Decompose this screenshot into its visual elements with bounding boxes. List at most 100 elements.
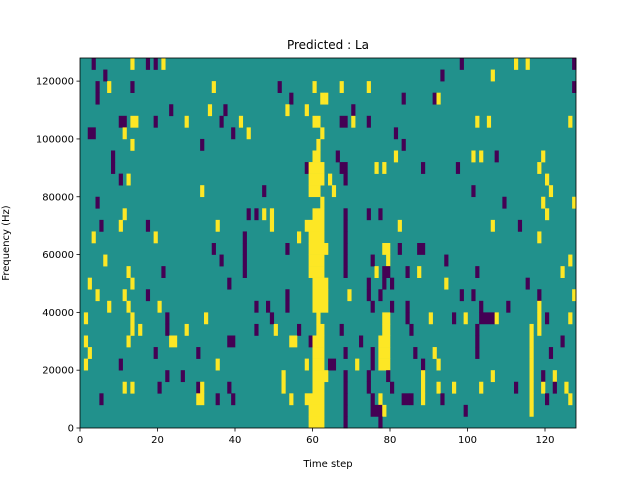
heatmap-cell-high [537, 231, 542, 244]
heatmap-cell-high [541, 196, 546, 209]
heatmap-cell-low [145, 58, 151, 70]
heatmap-cell-low [459, 58, 464, 70]
heatmap-cell-high [331, 185, 337, 198]
y-tick-label: 60000 [42, 250, 74, 261]
heatmap-cell-low [165, 323, 170, 336]
heatmap-cell-high [572, 289, 577, 302]
heatmap-cell-high [312, 150, 321, 163]
heatmap-cell-high [312, 289, 329, 302]
heatmap-cell-low [370, 393, 375, 406]
heatmap-cell-high [308, 254, 325, 267]
heatmap-cell-low [502, 196, 507, 209]
heatmap-cell-low [471, 289, 476, 302]
x-tick-label: 100 [458, 435, 477, 446]
heatmap-cell-high [304, 393, 325, 406]
x-tick-label: 20 [151, 435, 164, 446]
heatmap-cell-high [529, 335, 534, 348]
heatmap-cell-low [479, 300, 484, 313]
heatmap-cell-low [370, 347, 375, 359]
heatmap-cell-low [390, 277, 395, 290]
heatmap-cell-high [312, 370, 329, 383]
heatmap-cell-low [401, 393, 410, 406]
heatmap-cell-low [269, 312, 275, 325]
heatmap-cell-high [568, 393, 573, 406]
heatmap-cell-high [471, 150, 476, 163]
heatmap-cell-high [211, 81, 216, 93]
heatmap-cell-high [200, 381, 205, 394]
heatmap-cell-high [130, 277, 135, 290]
heatmap-cell-low [343, 393, 348, 406]
heatmap-cell-high [285, 104, 290, 117]
heatmap-cell-high [421, 393, 426, 406]
heatmap-cell-high [122, 127, 127, 140]
heatmap-cell-low [471, 185, 476, 198]
heatmap-cell-high [308, 266, 325, 278]
heatmap-cell-high [238, 115, 244, 128]
heatmap-cell-low [254, 208, 259, 221]
heatmap-cell-low [328, 358, 337, 371]
heatmap-cell-high [378, 347, 391, 359]
heatmap-cell-low [343, 208, 348, 221]
heatmap-cell-high [514, 58, 519, 70]
heatmap-cell-high [308, 416, 325, 429]
heatmap-cell-low [118, 358, 123, 371]
x-tick-label: 120 [535, 435, 554, 446]
heatmap-cell-low [393, 127, 399, 140]
heatmap-cell-low [231, 393, 236, 406]
heatmap-cell-low [370, 404, 383, 417]
heatmap-cell-low [343, 231, 348, 244]
heatmap-cell-high [525, 58, 530, 70]
heatmap-cell-low [169, 104, 174, 117]
heatmap-cell-low [335, 150, 340, 163]
heatmap-cell-high [130, 58, 135, 70]
heatmap-cell-low [378, 416, 383, 429]
heatmap-cell-high [87, 347, 92, 359]
heatmap-cell-low [370, 254, 375, 267]
heatmap-cell-low [343, 404, 348, 417]
heatmap-cell-high [537, 300, 542, 313]
heatmap-cell-high [452, 381, 457, 394]
y-tick-label: 40000 [42, 308, 74, 319]
heatmap-cell-high [374, 162, 379, 174]
heatmap-cell-low [343, 381, 348, 394]
y-tick-label: 80000 [42, 192, 74, 203]
heatmap-cell-high [107, 300, 112, 313]
heatmap-cell-low [421, 358, 426, 371]
heatmap-cell-high [157, 300, 162, 313]
heatmap-cell-high [312, 277, 329, 290]
heatmap-cell-low [285, 243, 290, 255]
heatmap-cell-low [343, 370, 348, 383]
heatmap-cell-high [475, 115, 480, 128]
heatmap-cell-high [308, 185, 321, 198]
heatmap-cell-low [339, 115, 348, 128]
heatmap-cell-low [351, 104, 356, 117]
heatmap-cell-high [529, 393, 534, 406]
heatmap-cell-low [545, 393, 550, 406]
x-tick-label: 80 [384, 435, 397, 446]
heatmap-cell-low [444, 254, 449, 267]
heatmap-cell-high [444, 277, 449, 290]
heatmap-cell-low [297, 323, 302, 336]
heatmap-cell-low [200, 138, 205, 151]
heatmap-cell-low [479, 312, 495, 325]
heatmap-cell-high [382, 312, 391, 325]
heatmap-cell-high [355, 358, 360, 371]
heatmap-cell-low [572, 81, 577, 93]
heatmap-cell-low [242, 231, 247, 244]
heatmap-cell-low [343, 266, 348, 278]
heatmap-cell-low [366, 208, 371, 221]
heatmap-cell-high [564, 381, 569, 394]
heatmap-cell-high [432, 347, 437, 359]
heatmap-cell-high [568, 312, 573, 325]
heatmap-cell-low [525, 277, 530, 290]
heatmap-cell-high [246, 127, 251, 140]
heatmap-cell-high [126, 300, 131, 313]
heatmap-cell-low [386, 370, 391, 383]
heatmap-cell-low [409, 323, 414, 336]
heatmap-cell-low [390, 300, 395, 313]
heatmap-cell-low [366, 370, 371, 383]
heatmap-cell-low [87, 127, 96, 140]
heatmap-cell-high [196, 393, 205, 406]
heatmap-cell-high [312, 115, 321, 128]
heatmap-cell-high [490, 69, 495, 82]
